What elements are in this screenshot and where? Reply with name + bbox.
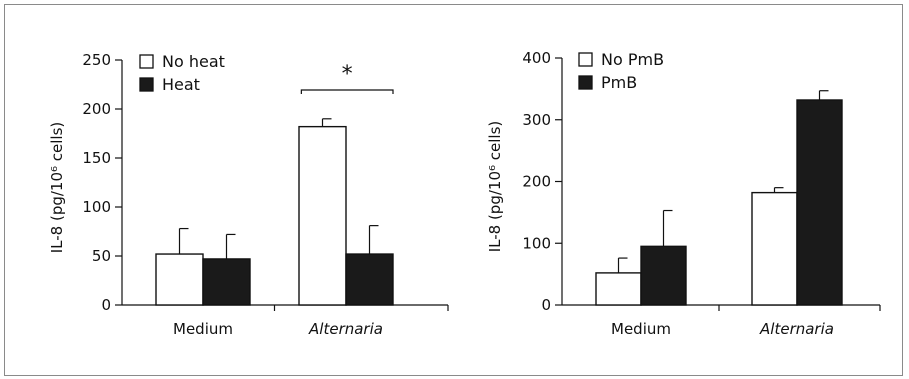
chart-panel-heat: 0 50 100 150 200 250 IL-8 (pg/10⁶ cells) Medium…	[48, 51, 449, 338]
bar-no-pmb-medium	[595, 272, 642, 306]
y-tick-label: 100	[522, 234, 551, 252]
significance-bracket	[300, 89, 394, 94]
y-tick-label: 150	[82, 149, 111, 167]
y-tick-label: 200	[522, 173, 551, 191]
bar-no-heat-alternaria	[298, 125, 347, 306]
y-tick-label: 400	[522, 49, 551, 67]
x-tick-label: Medium	[611, 320, 671, 338]
y-tick-label: 250	[82, 51, 111, 69]
legend-label: Heat	[162, 75, 200, 94]
y-tick-label: 0	[541, 296, 551, 314]
y-tick-label: 50	[92, 247, 111, 265]
legend-swatch	[139, 77, 154, 92]
bar-heat-alternaria	[345, 253, 394, 306]
x-tick-label: Alternaria	[308, 320, 383, 338]
y-tick-label: 100	[82, 198, 111, 216]
x-tick-label: Medium	[173, 320, 233, 338]
figure-frame	[4, 4, 903, 376]
chart-panel-pmb: 0 100 200 300 400 IL-8 (pg/10⁶ cells) Medium Al…	[486, 49, 881, 338]
y-axis-label: IL-8 (pg/10⁶ cells)	[48, 122, 66, 254]
bar-pmb-medium	[640, 245, 687, 306]
bar-pmb-alternaria	[796, 99, 843, 306]
y-tick-label: 0	[101, 296, 111, 314]
legend-swatch	[139, 54, 154, 69]
bar-no-heat-medium	[155, 253, 204, 306]
bar-heat-medium	[202, 258, 251, 306]
bar-no-pmb-alternaria	[751, 191, 798, 306]
legend-label: PmB	[601, 73, 637, 92]
x-tick-label: Alternaria	[759, 320, 834, 338]
y-axis-label: IL-8 (pg/10⁶ cells)	[486, 121, 504, 253]
y-tick-label: 300	[522, 111, 551, 129]
y-tick-label: 200	[82, 100, 111, 118]
legend-label: No PmB	[601, 50, 664, 69]
significance-marker: *	[342, 62, 353, 87]
legend-swatch	[578, 75, 593, 90]
legend-label: No heat	[162, 52, 225, 71]
legend-swatch	[578, 52, 593, 67]
